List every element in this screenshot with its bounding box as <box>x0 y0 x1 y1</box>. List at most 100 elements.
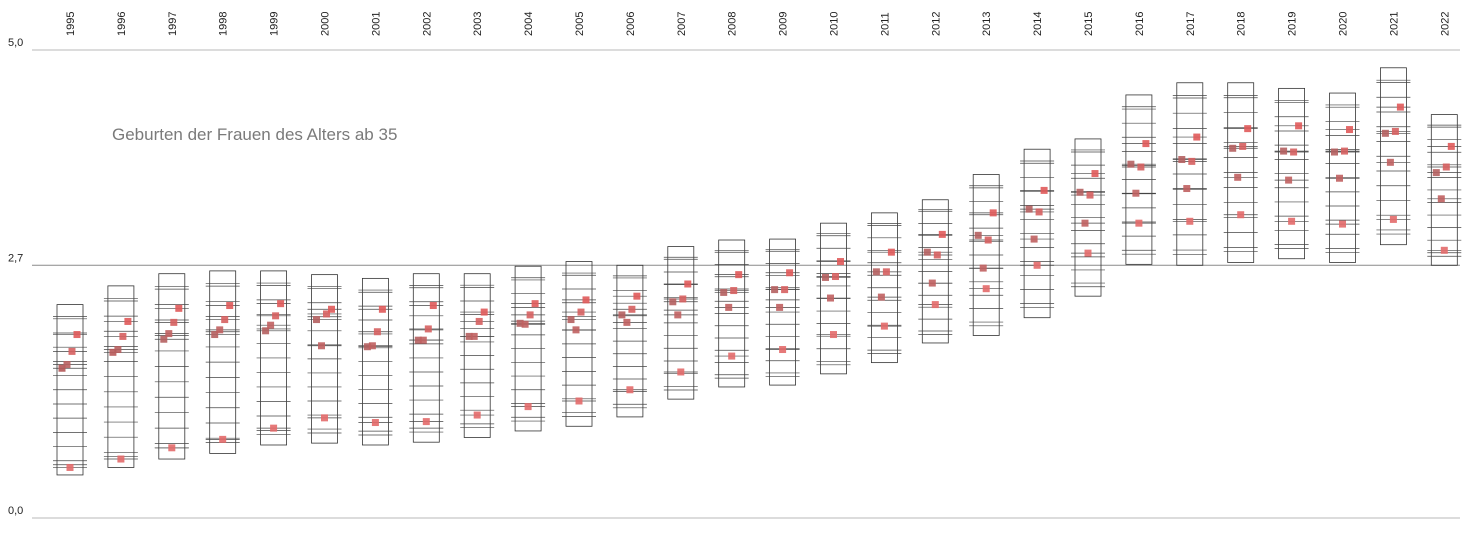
data-point <box>684 280 692 288</box>
x-tick-label: 1998 <box>218 12 230 36</box>
x-tick-label: 2010 <box>829 12 841 36</box>
data-point <box>516 319 524 327</box>
x-tick-label: 2009 <box>778 12 790 36</box>
data-point <box>735 271 743 279</box>
data-point <box>414 336 422 344</box>
data-point <box>313 316 320 324</box>
data-point <box>1295 122 1303 130</box>
data-point <box>830 331 837 339</box>
x-tick-label: 2001 <box>370 12 382 36</box>
data-point <box>628 305 636 313</box>
data-point <box>267 321 275 329</box>
data-point <box>219 435 227 443</box>
data-point <box>725 303 733 311</box>
data-point <box>1186 217 1194 225</box>
data-point <box>633 292 641 300</box>
data-point <box>776 303 784 311</box>
data-point <box>465 332 473 340</box>
data-point <box>786 269 794 277</box>
data-point <box>323 310 330 318</box>
data-point <box>837 258 844 266</box>
data-point <box>577 308 585 316</box>
x-tick-label: 2000 <box>320 12 332 36</box>
data-point <box>572 326 580 334</box>
data-point <box>677 368 685 376</box>
data-point <box>371 419 379 427</box>
data-point <box>984 236 992 244</box>
x-tick-label: 2018 <box>1236 12 1248 36</box>
x-tick-label: 2005 <box>574 12 586 36</box>
data-point <box>1132 189 1140 197</box>
data-point <box>1339 220 1346 228</box>
x-tick-label: 2019 <box>1287 12 1299 36</box>
data-point <box>117 455 125 463</box>
data-point <box>1030 235 1038 243</box>
data-point <box>531 300 539 308</box>
x-tick-label: 2007 <box>676 12 688 36</box>
data-point <box>872 268 880 276</box>
x-tick-label: 2016 <box>1134 12 1146 36</box>
x-tick-label: 2014 <box>1032 12 1044 36</box>
data-point <box>168 444 176 452</box>
x-tick-label: 1997 <box>167 12 179 36</box>
data-point <box>1237 211 1245 219</box>
data-point <box>1193 133 1201 141</box>
data-point <box>226 302 234 310</box>
data-point <box>160 335 168 343</box>
data-point <box>321 414 328 422</box>
data-point <box>58 364 66 372</box>
data-points <box>58 103 1455 471</box>
data-point <box>368 342 376 350</box>
data-point <box>779 346 787 354</box>
data-point <box>363 343 371 351</box>
x-tick-label: 2015 <box>1083 12 1095 36</box>
x-tick-label: 2022 <box>1439 12 1451 36</box>
data-point <box>1178 156 1186 164</box>
data-point <box>877 293 885 301</box>
data-point <box>1127 160 1135 168</box>
data-point <box>1033 261 1041 269</box>
data-point <box>270 424 278 432</box>
x-tick-labels: 1995 1996 1997 1998 1999 2000 2001 2002 2003 2004… <box>65 12 1451 36</box>
data-point <box>1280 147 1288 155</box>
data-point <box>262 327 270 335</box>
data-point <box>933 251 941 259</box>
data-point <box>575 397 583 405</box>
data-point <box>989 209 997 217</box>
data-point <box>475 317 483 325</box>
data-point <box>1381 129 1389 137</box>
data-point <box>582 296 590 304</box>
data-point <box>119 332 127 340</box>
data-point <box>720 288 728 296</box>
x-tick-label: 2008 <box>727 12 739 36</box>
data-point <box>1188 157 1196 165</box>
x-tick-label: 1995 <box>65 12 77 36</box>
x-tick-label: 2021 <box>1388 12 1400 36</box>
data-point <box>730 287 738 295</box>
data-point <box>618 311 626 319</box>
x-tick-label: 2017 <box>1185 12 1197 36</box>
y-tick-label: 5,0 <box>8 37 23 49</box>
data-point <box>923 248 931 256</box>
data-point <box>1341 147 1348 155</box>
data-point <box>822 273 829 281</box>
data-point <box>1142 140 1150 148</box>
data-point <box>1239 142 1247 150</box>
data-point <box>1035 208 1043 216</box>
data-point <box>1137 163 1145 171</box>
data-point <box>1076 188 1084 196</box>
data-point <box>1447 142 1455 150</box>
data-point <box>1440 246 1448 254</box>
data-point <box>1183 185 1191 193</box>
year-boxes <box>53 67 1462 476</box>
x-tick-label: 2011 <box>879 12 891 36</box>
data-point <box>473 411 481 419</box>
data-point <box>832 273 839 281</box>
data-point <box>424 325 432 333</box>
data-point <box>1288 217 1296 225</box>
data-point <box>674 311 682 319</box>
data-point <box>1331 148 1338 156</box>
x-tick-label: 1996 <box>116 12 128 36</box>
data-point <box>378 305 386 313</box>
